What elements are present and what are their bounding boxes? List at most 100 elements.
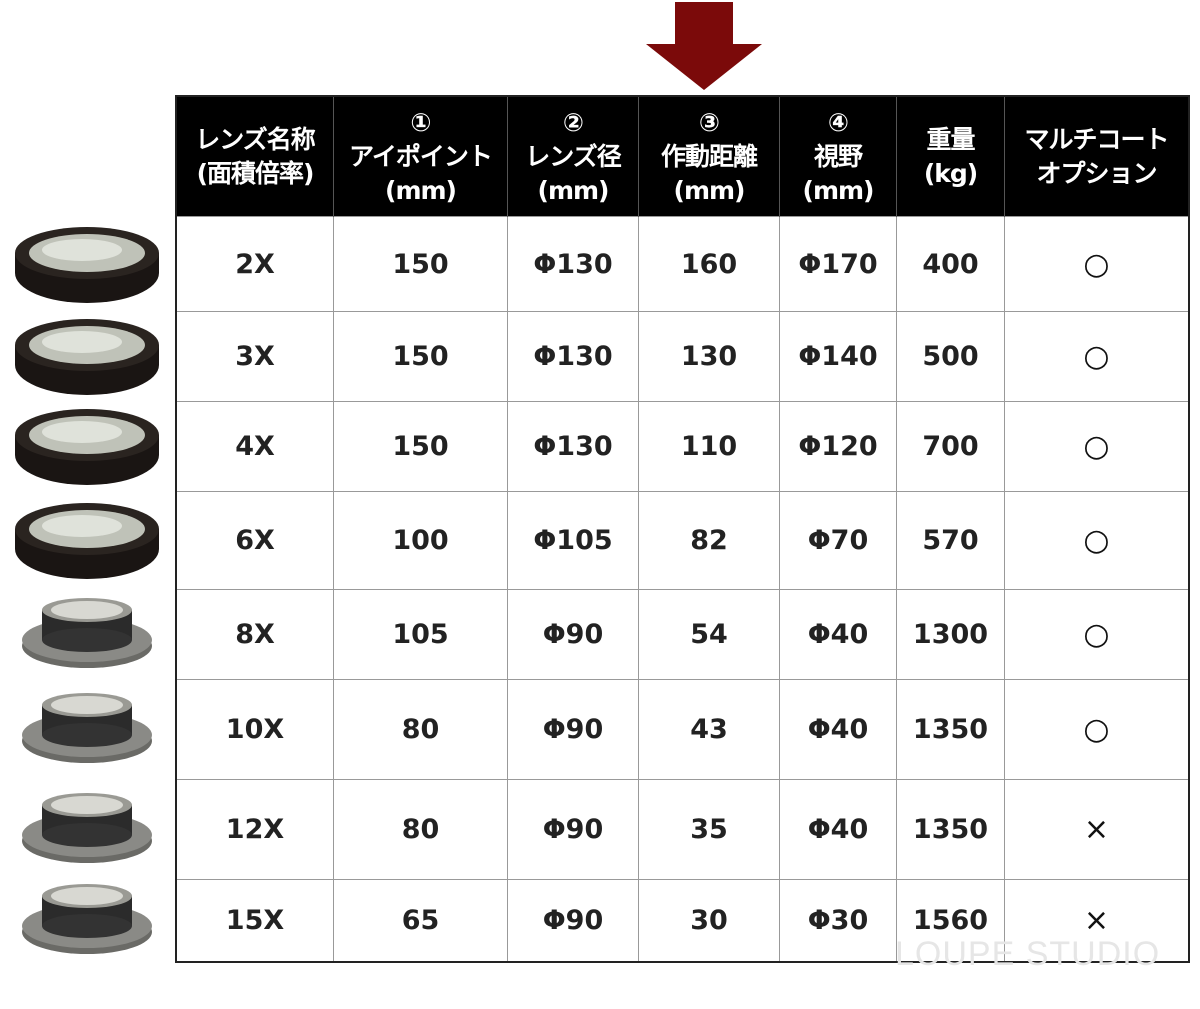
lens-diameter-cell: Φ130 xyxy=(507,216,639,312)
column-header: レンズ名称 (面積倍率) xyxy=(175,96,334,217)
multicoat-option-cell: ○ xyxy=(1004,679,1190,780)
spec-table: レンズ名称 (面積倍率) ① アイポイント (mm) ② レンズ径 (mm) ③ 作動距離 (mm)… xyxy=(175,95,1190,963)
lens-name-cell: 12X xyxy=(175,779,334,880)
lens-diameter-cell: Φ90 xyxy=(507,679,639,780)
column-header-line1: ② xyxy=(562,107,584,137)
eye-point-cell: 100 xyxy=(333,491,508,590)
weight-cell: 570 xyxy=(896,491,1005,590)
field-of-view-cell: Φ70 xyxy=(779,491,897,590)
eye-point-cell: 150 xyxy=(333,401,508,492)
multicoat-option-cell: ○ xyxy=(1004,401,1190,492)
column-header: マルチコート オプション xyxy=(1004,96,1189,217)
field-of-view-cell: Φ170 xyxy=(779,216,897,312)
working-distance-cell: 54 xyxy=(638,589,780,680)
column-header-line1: ③ xyxy=(698,107,720,137)
field-of-view-cell: Φ40 xyxy=(779,679,897,780)
column-header-line3: (mm) xyxy=(802,175,875,205)
lens-image xyxy=(22,884,152,954)
table-row: 10X 80 Φ90 43 Φ40 1350 ○ xyxy=(175,679,1190,780)
lens-diameter-cell: Φ90 xyxy=(507,589,639,680)
column-header-line1: ① xyxy=(410,107,431,137)
lens-image xyxy=(15,319,159,395)
column-header-line2: 視野 xyxy=(813,141,863,171)
eye-point-cell: 150 xyxy=(333,216,508,312)
arrow-shape xyxy=(646,2,762,90)
multicoat-option-cell: ○ xyxy=(1004,216,1190,312)
lens-name-cell: 4X xyxy=(175,401,334,492)
working-distance-cell: 130 xyxy=(638,311,780,402)
multicoat-option-cell: ○ xyxy=(1004,311,1190,402)
column-header-line2: アイポイント xyxy=(349,141,493,171)
table-row: 6X 100 Φ105 82 Φ70 570 ○ xyxy=(175,491,1190,590)
column-header-line1: レンズ名称 xyxy=(195,124,316,154)
multicoat-option-cell: × xyxy=(1004,779,1190,880)
weight-cell: 1560 xyxy=(896,879,1005,962)
column-header-line1: マルチコート xyxy=(1024,124,1169,154)
field-of-view-cell: Φ40 xyxy=(779,779,897,880)
lens-name-cell: 2X xyxy=(175,216,334,312)
table-row: 12X 80 Φ90 35 Φ40 1350 × xyxy=(175,779,1190,880)
table-row: 15X 65 Φ90 30 Φ30 1560 × xyxy=(175,879,1190,962)
column-header: ② レンズ径 (mm) xyxy=(507,96,639,217)
weight-cell: 1350 xyxy=(896,679,1005,780)
lens-diameter-cell: Φ90 xyxy=(507,779,639,880)
table-row: 3X 150 Φ130 130 Φ140 500 ○ xyxy=(175,311,1190,402)
column-header-line2: (面積倍率) xyxy=(196,158,315,188)
column-header-line3: (mm) xyxy=(385,175,457,205)
table-row: 2X 150 Φ130 160 Φ170 400 ○ xyxy=(175,216,1190,312)
lens-diameter-cell: Φ130 xyxy=(507,311,639,402)
lens-image xyxy=(22,598,152,668)
working-distance-cell: 35 xyxy=(638,779,780,880)
multicoat-option-cell: ○ xyxy=(1004,491,1190,590)
field-of-view-cell: Φ30 xyxy=(779,879,897,962)
eye-point-cell: 150 xyxy=(333,311,508,402)
lens-image xyxy=(15,226,159,303)
lens-name-cell: 15X xyxy=(175,879,334,962)
weight-cell: 1300 xyxy=(896,589,1005,680)
table-row: 8X 105 Φ90 54 Φ40 1300 ○ xyxy=(175,589,1190,680)
watermark-logo: LOUPE STUDIO xyxy=(895,935,1161,973)
column-header-line1: 重量 xyxy=(926,124,975,154)
lens-name-cell: 10X xyxy=(175,679,334,780)
lens-name-cell: 3X xyxy=(175,311,334,402)
lens-image xyxy=(15,503,159,579)
column-header: ③ 作動距離 (mm) xyxy=(638,96,780,217)
header-row: レンズ名称 (面積倍率) ① アイポイント (mm) ② レンズ径 (mm) ③ 作動距離 (mm)… xyxy=(175,96,1189,217)
working-distance-cell: 43 xyxy=(638,679,780,780)
weight-cell: 700 xyxy=(896,401,1005,492)
multicoat-option-cell: × xyxy=(1004,879,1190,962)
eye-point-cell: 80 xyxy=(333,679,508,780)
column-header: ④ 視野 (mm) xyxy=(779,96,897,217)
lens-name-cell: 6X xyxy=(175,491,334,590)
working-distance-cell: 82 xyxy=(638,491,780,590)
lens-image xyxy=(22,693,152,763)
weight-cell: 400 xyxy=(896,216,1005,312)
working-distance-cell: 30 xyxy=(638,879,780,962)
column-header-line2: オプション xyxy=(1036,158,1157,188)
column-header-line2: 作動距離 xyxy=(660,141,758,171)
field-of-view-cell: Φ40 xyxy=(779,589,897,680)
weight-cell: 1350 xyxy=(896,779,1005,880)
column-header-line2: レンズ径 xyxy=(525,141,622,171)
eye-point-cell: 105 xyxy=(333,589,508,680)
lens-diameter-cell: Φ90 xyxy=(507,879,639,962)
lens-name-cell: 8X xyxy=(175,589,334,680)
field-of-view-cell: Φ140 xyxy=(779,311,897,402)
working-distance-cell: 160 xyxy=(638,216,780,312)
column-header: 重量 (kg) xyxy=(896,96,1005,217)
column-header-line3: (mm) xyxy=(537,175,610,205)
working-distance-cell: 110 xyxy=(638,401,780,492)
lens-diameter-cell: Φ130 xyxy=(507,401,639,492)
lens-diameter-cell: Φ105 xyxy=(507,491,639,590)
lens-image xyxy=(15,409,159,485)
eye-point-cell: 65 xyxy=(333,879,508,962)
eye-point-cell: 80 xyxy=(333,779,508,880)
column-header-line2: (kg) xyxy=(923,158,978,188)
field-of-view-cell: Φ120 xyxy=(779,401,897,492)
down-arrow-icon xyxy=(646,2,762,90)
column-header: ① アイポイント (mm) xyxy=(333,96,508,217)
column-header-line3: (mm) xyxy=(673,175,746,205)
lens-image xyxy=(22,793,152,863)
multicoat-option-cell: ○ xyxy=(1004,589,1190,680)
table-row: 4X 150 Φ130 110 Φ120 700 ○ xyxy=(175,401,1190,492)
